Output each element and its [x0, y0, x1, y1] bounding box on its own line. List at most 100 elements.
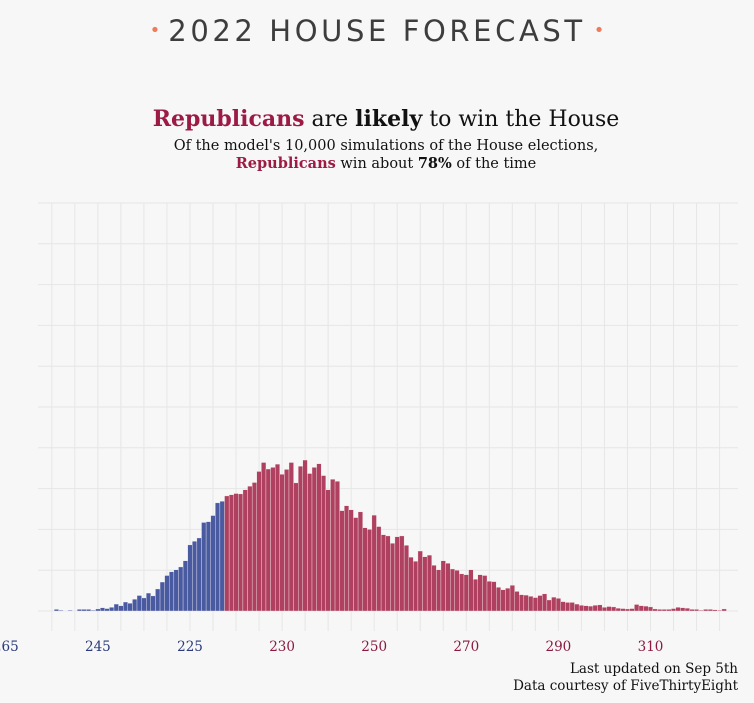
- dem-bar: [210, 515, 216, 612]
- rep-bar: [449, 568, 455, 612]
- rep-bar: [399, 535, 405, 612]
- dem-bar: [76, 609, 82, 612]
- subtitle-line-1: Of the model's 10,000 simulations of the…: [173, 138, 599, 154]
- dem-bar: [215, 502, 221, 612]
- rep-bar: [270, 467, 276, 612]
- rep-bar: [648, 606, 653, 612]
- rep-bar: [694, 609, 700, 612]
- rep-bar: [307, 473, 313, 612]
- x-tick-label: 245: [85, 639, 111, 655]
- rep-bar: [334, 481, 340, 612]
- rep-bar: [569, 602, 575, 612]
- rep-bar: [624, 608, 630, 612]
- rep-bar: [224, 495, 230, 612]
- dem-bar: [196, 537, 202, 612]
- rep-bar: [514, 591, 520, 612]
- rep-bar: [376, 526, 382, 612]
- rep-bar: [371, 514, 377, 612]
- rep-bar: [242, 489, 248, 612]
- rep-bar: [238, 493, 244, 612]
- x-tick-label: 250: [361, 639, 387, 655]
- rep-bar: [689, 609, 695, 612]
- rep-bar: [592, 605, 598, 612]
- dem-bar: [113, 603, 119, 612]
- rep-bar: [247, 485, 253, 612]
- dem-bar: [141, 597, 147, 612]
- rep-bar: [302, 459, 308, 612]
- rep-bar: [629, 608, 635, 612]
- dem-bar: [53, 609, 59, 612]
- dem-bar: [178, 566, 184, 612]
- rep-bar: [721, 608, 727, 612]
- rep-bar: [638, 605, 644, 612]
- rep-bar: [698, 610, 704, 612]
- rep-bar: [279, 474, 285, 612]
- subtitle-end: of the time: [456, 156, 537, 172]
- dem-bar: [192, 541, 198, 612]
- dem-bar: [109, 607, 115, 612]
- dem-bar: [219, 501, 225, 612]
- rep-bar: [680, 607, 686, 612]
- rep-bar: [311, 467, 317, 612]
- dem-bar: [146, 592, 152, 612]
- rep-bar: [293, 482, 299, 612]
- rep-bar: [339, 510, 345, 612]
- rep-bar: [684, 607, 690, 612]
- rep-bar: [657, 609, 663, 612]
- headline-are: are: [311, 107, 349, 132]
- dem-bar: [123, 601, 128, 612]
- rep-bar: [537, 595, 543, 612]
- rep-bar: [482, 575, 488, 612]
- rep-bar: [316, 463, 322, 612]
- dem-bar: [67, 610, 73, 612]
- rep-bar: [583, 605, 589, 612]
- dem-bar: [182, 560, 188, 612]
- rep-bar: [468, 569, 474, 612]
- dem-bar: [136, 595, 142, 612]
- title-dot-left: •: [149, 20, 161, 41]
- rep-bar: [491, 581, 497, 612]
- rep-bar: [367, 529, 373, 612]
- x-tick-label: 230: [269, 639, 295, 655]
- rep-bar: [615, 607, 621, 612]
- rep-bar: [330, 479, 336, 612]
- subtitle-mid: win about: [340, 156, 414, 172]
- x-tick-label: 225: [177, 639, 203, 655]
- dem-bar: [104, 608, 110, 612]
- title-dot-right: •: [593, 20, 605, 41]
- dem-bar: [187, 544, 193, 612]
- dem-bar: [132, 598, 138, 612]
- rep-bar: [546, 599, 552, 612]
- rep-bar: [519, 594, 525, 612]
- x-tick-label: 265: [0, 639, 19, 655]
- dem-bar: [201, 522, 207, 612]
- rep-bar: [486, 581, 492, 612]
- rep-bar: [288, 462, 294, 612]
- rep-bar: [509, 585, 515, 612]
- subtitle-party: Republicans: [235, 155, 336, 172]
- rep-bar: [675, 607, 681, 612]
- rep-bar: [620, 608, 626, 612]
- x-tick-label: 310: [638, 639, 664, 655]
- rep-bar: [344, 505, 350, 612]
- page-title: • 2022 HOUSE FORECAST •: [0, 14, 754, 48]
- dem-bar: [95, 608, 101, 612]
- rep-bar: [574, 603, 580, 612]
- rep-bar: [542, 593, 548, 612]
- rep-bar: [496, 587, 502, 612]
- rep-bar: [436, 569, 442, 612]
- rep-bar: [408, 556, 414, 612]
- rep-bar: [578, 605, 584, 612]
- rep-bar: [298, 465, 303, 612]
- dem-bar: [159, 581, 165, 612]
- rep-bar: [233, 493, 239, 612]
- rep-bar: [413, 561, 419, 612]
- rep-bar: [274, 463, 280, 612]
- dem-bar: [164, 575, 170, 612]
- rep-bar: [256, 471, 262, 612]
- dem-bar: [169, 571, 175, 612]
- rep-bar: [325, 489, 331, 612]
- rep-bar: [560, 601, 566, 612]
- dem-bar: [205, 521, 211, 612]
- rep-bar: [597, 604, 603, 612]
